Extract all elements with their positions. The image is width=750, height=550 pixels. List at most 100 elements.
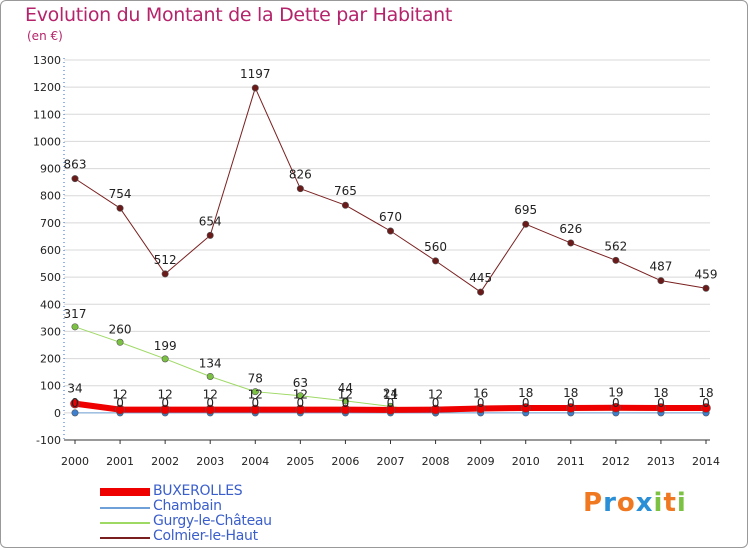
x-tick-label: 2014 (692, 455, 720, 468)
point-buxerolles (340, 404, 351, 415)
data-label-buxerolles: 16 (473, 387, 488, 401)
point-colmier-le-haut (251, 84, 259, 92)
data-label-buxerolles: 12 (248, 388, 263, 402)
point-gurgy-le-ch-teau (251, 388, 259, 396)
data-label-buxerolles: 34 (67, 382, 82, 396)
data-label-chambain: 0 (477, 396, 485, 410)
point-colmier-le-haut (71, 175, 79, 183)
data-label-colmier-le-haut: 626 (559, 222, 582, 236)
y-tick-label: 1000 (33, 135, 61, 148)
data-label-buxerolles: 12 (428, 388, 443, 402)
x-tick-label: 2001 (106, 455, 134, 468)
data-label-buxerolles: 18 (518, 386, 533, 400)
point-colmier-le-haut (522, 220, 530, 228)
data-label-gurgy-le-ch-teau: 260 (109, 322, 132, 336)
chart-title: Evolution du Montant de la Dette par Hab… (25, 4, 453, 26)
data-label-buxerolles: 18 (698, 386, 713, 400)
data-label-chambain: 0 (116, 396, 124, 410)
x-tick-label: 2012 (602, 455, 630, 468)
y-tick-label: 1100 (33, 108, 61, 121)
legend-swatch-colmier (100, 537, 150, 539)
data-label-colmier-le-haut: 512 (154, 253, 177, 267)
data-label-buxerolles: 12 (293, 388, 308, 402)
data-label-buxerolles: 12 (203, 388, 218, 402)
data-label-gurgy-le-ch-teau: 78 (248, 372, 263, 386)
point-colmier-le-haut (116, 204, 124, 212)
data-label-colmier-le-haut: 562 (604, 239, 627, 253)
point-colmier-le-haut (341, 201, 349, 209)
data-label-chambain: 0 (522, 396, 530, 410)
x-tick-label: 2010 (512, 455, 540, 468)
x-tick-label: 2007 (377, 455, 405, 468)
proxiti-logo: Proxiti (583, 488, 687, 518)
x-axis-ticks: 2000 2001 2002 2003 2004 2005 2006 2007 2008 2009… (61, 440, 720, 468)
data-label-buxerolles: 19 (608, 386, 623, 400)
data-label-chambain: 0 (657, 396, 665, 410)
point-buxerolles (475, 403, 486, 414)
data-label-colmier-le-haut: 826 (289, 168, 312, 182)
point-buxerolles (430, 404, 441, 415)
data-label-gurgy-le-ch-teau: 63 (293, 376, 308, 390)
point-gurgy-le-ch-teau (116, 338, 124, 346)
y-tick-label: 400 (40, 298, 61, 311)
logo-letter: x (635, 488, 654, 518)
point-colmier-le-haut (612, 256, 620, 264)
data-label-buxerolles: 18 (653, 386, 668, 400)
point-buxerolles (295, 404, 306, 415)
point-colmier-le-haut (477, 288, 485, 296)
data-label-chambain: 0 (297, 396, 305, 410)
data-label-gurgy-le-ch-teau: 24 (383, 386, 398, 400)
y-tick-label: -100 (36, 434, 61, 447)
y-tick-label: 600 (40, 244, 61, 257)
data-label-colmier-le-haut: 754 (109, 187, 132, 201)
point-buxerolles (701, 403, 711, 413)
data-label-gurgy-le-ch-teau: 44 (338, 381, 353, 395)
data-label-chambain: 0 (612, 396, 620, 410)
x-tick-label: 2013 (647, 455, 675, 468)
point-gurgy-le-ch-teau (71, 323, 79, 331)
point-buxerolles (160, 404, 170, 415)
y-axis-ticks: -100 0 100 200 300 400 500 600 700 800 900 1000 1100… (33, 54, 61, 447)
point-gurgy-le-ch-teau (296, 392, 304, 400)
point-chambain (71, 409, 79, 417)
data-label-colmier-le-haut: 654 (199, 214, 222, 228)
y-tick-label: 300 (40, 325, 61, 338)
data-label-colmier-le-haut: 765 (334, 184, 357, 198)
y-tick-label: 1300 (33, 54, 61, 67)
data-label-buxerolles: 12 (112, 388, 127, 402)
data-label-chambain: 0 (342, 396, 350, 410)
axes (63, 58, 710, 441)
data-label-colmier-le-haut: 487 (649, 260, 672, 274)
data-label-chambain: 0 (567, 396, 575, 410)
point-gurgy-le-ch-teau (206, 372, 214, 380)
data-label-chambain: 0 (387, 396, 395, 410)
logo-letter: i (676, 488, 687, 518)
point-colmier-le-haut (657, 277, 665, 285)
y-tick-label: 800 (40, 190, 61, 203)
point-buxerolles (611, 402, 621, 413)
y-tick-label: 200 (40, 353, 61, 366)
point-buxerolles (250, 404, 261, 415)
data-label-chambain: 0 (71, 396, 79, 410)
point-buxerolles (520, 403, 531, 413)
x-tick-label: 2008 (422, 455, 450, 468)
point-colmier-le-haut (702, 284, 710, 292)
data-label-chambain: 0 (251, 396, 259, 410)
logo-letter: P (583, 488, 604, 518)
data-label-chambain: 0 (206, 396, 214, 410)
y-tick-label: 100 (40, 380, 61, 393)
data-label-chambain: 0 (161, 396, 169, 410)
data-label-buxerolles: 11 (383, 388, 398, 402)
y-tick-label: 700 (40, 217, 61, 230)
data-label-buxerolles: 18 (563, 386, 578, 400)
x-tick-label: 2000 (61, 455, 89, 468)
point-colmier-le-haut (567, 239, 575, 247)
logo-letter: r (603, 488, 617, 518)
legend-label-colmier: Colmier-le-Haut (153, 528, 258, 544)
legend-label-buxerolles: BUXEROLLES (153, 483, 243, 499)
point-buxerolles (565, 403, 576, 413)
data-labels: 863 754 512 654 1197 826 765 670 560 445 695 626 562… (64, 67, 718, 410)
data-label-buxerolles: 12 (338, 388, 353, 402)
